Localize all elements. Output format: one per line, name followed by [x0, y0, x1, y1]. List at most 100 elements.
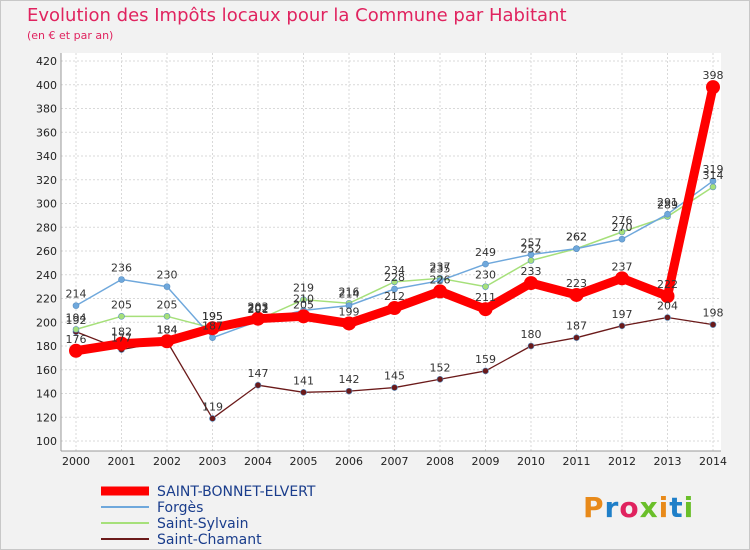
data-point [342, 316, 356, 331]
series-0 [69, 80, 720, 358]
data-point [615, 271, 629, 286]
y-tick-label: 160 [36, 364, 57, 377]
chart-title: Evolution des Impôts locaux pour la Comm… [27, 5, 567, 26]
data-point [300, 389, 307, 396]
y-tick-label: 240 [36, 269, 57, 282]
data-label: 195 [202, 310, 223, 323]
data-point [118, 276, 125, 283]
data-label: 176 [66, 333, 87, 346]
data-point [296, 309, 311, 324]
data-point [205, 321, 220, 336]
y-tick-label: 300 [36, 198, 57, 211]
legend-label: Saint-Sylvain [157, 516, 248, 532]
logo-letter: o [619, 491, 640, 524]
data-point [69, 343, 83, 358]
data-label: 205 [111, 298, 132, 311]
logo-letter: t [669, 491, 684, 524]
data-label: 398 [703, 69, 724, 82]
data-label: 184 [157, 323, 178, 336]
plot-area [61, 53, 721, 451]
data-label: 235 [430, 263, 451, 276]
data-label: 182 [111, 326, 132, 339]
y-tick-label: 100 [36, 435, 57, 448]
data-point [706, 80, 720, 95]
data-point [527, 342, 535, 350]
x-tick-label: 2007 [381, 455, 409, 468]
data-label: 222 [657, 278, 678, 291]
data-point [709, 177, 717, 185]
data-label: 187 [202, 320, 223, 333]
y-tick-label: 180 [36, 340, 57, 353]
y-tick-label: 200 [36, 316, 57, 329]
data-point [664, 210, 671, 218]
data-point [209, 415, 216, 422]
y-tick-label: 140 [36, 388, 57, 401]
data-point [664, 314, 671, 321]
data-point [300, 296, 307, 303]
data-point [163, 283, 171, 290]
data-point [527, 251, 535, 258]
data-label: 197 [612, 308, 633, 321]
logo-letter: x [639, 491, 659, 524]
data-label: 187 [566, 320, 587, 333]
data-label: 214 [66, 288, 87, 301]
data-label: 141 [293, 374, 314, 387]
data-point [391, 278, 398, 286]
data-point [345, 387, 353, 395]
data-point [618, 228, 626, 236]
data-point [251, 311, 265, 326]
logo-letter: r [604, 491, 620, 524]
grid [61, 53, 721, 451]
data-label: 226 [430, 273, 451, 286]
x-tick-label: 2008 [426, 455, 454, 468]
data-point [524, 276, 538, 291]
data-point [118, 313, 125, 320]
data-labels-3: 192 177 184 119 147 141 142 145 152 159 180 187 197 2… [66, 300, 724, 414]
x-tick-label: 2013 [654, 455, 682, 468]
data-point [482, 367, 489, 375]
data-point [160, 334, 174, 349]
x-tick-label: 2002 [153, 455, 181, 468]
data-point [573, 245, 580, 252]
data-point [527, 257, 535, 264]
data-label: 223 [566, 277, 587, 290]
y-tick-label: 400 [36, 79, 57, 92]
y-tick-label: 320 [36, 174, 57, 187]
data-point [436, 277, 444, 284]
data-label: 228 [384, 271, 405, 284]
x-tick-label: 2001 [108, 455, 136, 468]
data-point [569, 287, 584, 302]
data-label: 205 [157, 298, 178, 311]
data-point [482, 283, 489, 290]
x-tick-label: 2010 [517, 455, 545, 468]
data-label: 205 [293, 298, 314, 311]
data-label: 119 [202, 400, 223, 413]
data-point [573, 334, 580, 341]
data-label: 257 [521, 237, 542, 250]
data-label: 214 [339, 288, 360, 301]
data-label: 195 [202, 310, 223, 323]
data-label: 152 [430, 361, 451, 374]
data-point [254, 381, 262, 389]
data-label: 202 [248, 302, 269, 315]
data-label: 262 [566, 231, 587, 244]
data-label: 262 [566, 231, 587, 244]
data-point [163, 313, 171, 320]
logo-letter: i [658, 491, 670, 524]
logo-letter: P [583, 491, 605, 524]
x-tick-label: 2011 [563, 455, 591, 468]
data-label: 291 [657, 196, 678, 209]
data-label: 237 [612, 260, 633, 273]
legend: SAINT-BONNET-ELVERTForgèsSaint-SylvainSa… [101, 484, 316, 548]
data-label: 314 [703, 169, 724, 182]
y-tick-label: 420 [36, 55, 57, 68]
data-point [387, 301, 402, 315]
data-label: 216 [339, 285, 360, 298]
data-label: 180 [521, 328, 542, 341]
logo-letter: i [683, 491, 695, 524]
x-tick-label: 2006 [335, 455, 363, 468]
